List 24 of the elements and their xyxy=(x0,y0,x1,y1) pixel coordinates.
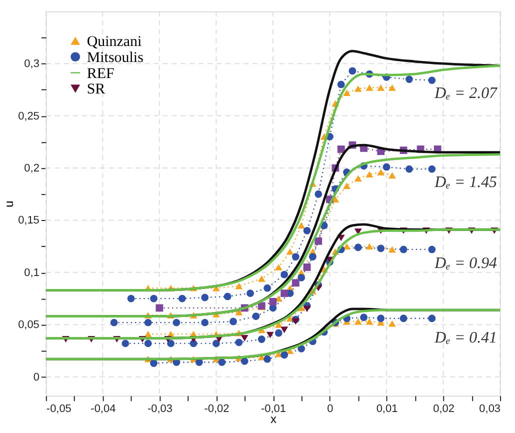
x-tick-label: 0 xyxy=(327,403,334,416)
legend-label: SR xyxy=(86,82,106,98)
legend-label: Mitsoulis xyxy=(86,50,144,66)
y-tick-label: 0,25 xyxy=(18,110,40,122)
y-tick-label: 0,1 xyxy=(24,266,40,279)
y-axis-title: u xyxy=(2,200,16,208)
legend-label: Quinzani xyxy=(86,34,142,50)
legend-label: REF xyxy=(86,66,114,82)
x-tick-label: 0,03 xyxy=(479,403,501,416)
x-tick-label: -0,04 xyxy=(90,403,116,416)
annotation: Dₑ = 0.41 xyxy=(434,330,498,347)
x-tick-label: -0,03 xyxy=(147,403,172,416)
x-tick-label: -0,05 xyxy=(46,403,72,416)
y-tick-label: 0,2 xyxy=(24,162,40,175)
y-tick-label: 0,15 xyxy=(18,214,40,227)
annotation: Dₑ = 1.45 xyxy=(434,174,498,192)
x-tick-label: 0,02 xyxy=(433,403,454,416)
y-tick-label: 0,3 xyxy=(24,58,40,70)
x-tick-label: -0,02 xyxy=(204,403,230,416)
y-tick-label: 0,05 xyxy=(18,319,40,332)
annotation: Dₑ = 0.94 xyxy=(434,254,498,272)
x-tick-label: 0,01 xyxy=(376,403,398,416)
y-tick-label: 0 xyxy=(33,371,40,384)
annotation: Dₑ = 2.07 xyxy=(434,85,498,102)
